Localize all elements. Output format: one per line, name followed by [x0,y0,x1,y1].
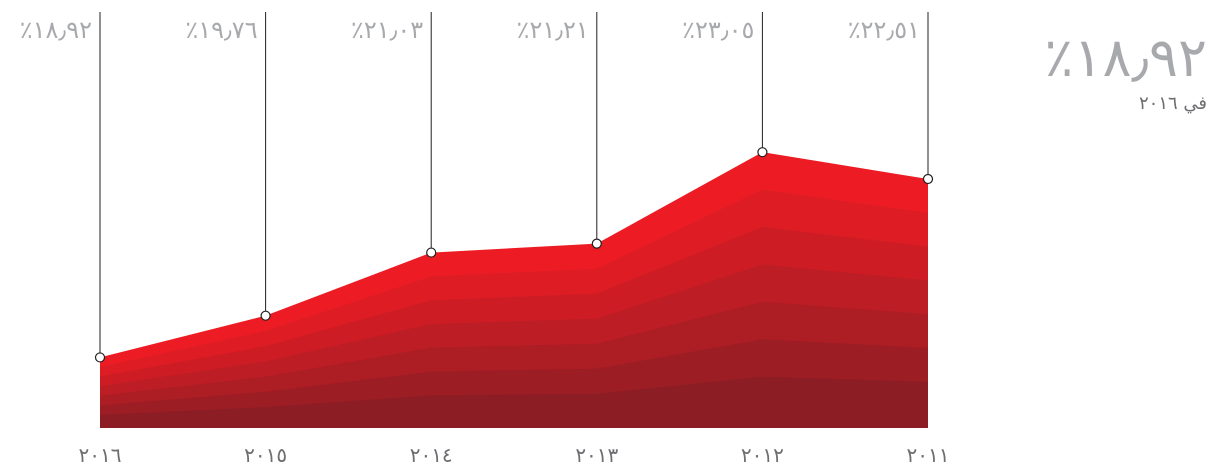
highlight-callout: ٪١٨٫٩٢ في ٢٠١٦ [1044,26,1207,115]
area-band-7 [100,376,928,428]
data-point [94,352,106,363]
data-markers [94,147,934,363]
value-label: ٪٢٣٫٠٥ [682,16,754,44]
data-point [426,247,437,258]
year-labels: ٢٠١٦ ٢٠١٥ ٢٠١٤ ٢٠١٣ ٢٠١٢ ٢٠١١ [79,443,950,467]
year-label: ٢٠١٤ [410,443,453,467]
year-label: ٢٠١٢ [741,443,784,467]
leader-lines [99,12,929,358]
data-point [757,147,768,158]
value-label: ٪١٨٫٩٢ [20,16,92,44]
data-point [922,173,934,185]
value-labels: ٪١٨٫٩٢ ٪١٩٫٧٦ ٪٢١٫٠٣ ٪٢١٫٢١ ٪٢٣٫٠٥ ٪٢٢٫٥١ [20,16,920,44]
year-label: ٢٠١٣ [575,443,618,467]
value-label: ٪١٩٫٧٦ [185,16,257,44]
year-label: ٢٠١٥ [244,443,287,467]
value-label: ٪٢٢٫٥١ [848,16,920,44]
callout-caption: في ٢٠١٦ [1138,93,1207,115]
value-label: ٪٢١٫٠٣ [351,16,423,44]
year-label: ٢٠١١ [907,443,950,467]
data-point [591,238,602,249]
value-label: ٪٢١٫٢١ [517,16,589,44]
data-point [260,310,271,321]
callout-value: ٪١٨٫٩٢ [1044,26,1207,89]
year-label: ٢٠١٦ [79,443,122,467]
area-bands [100,152,928,428]
